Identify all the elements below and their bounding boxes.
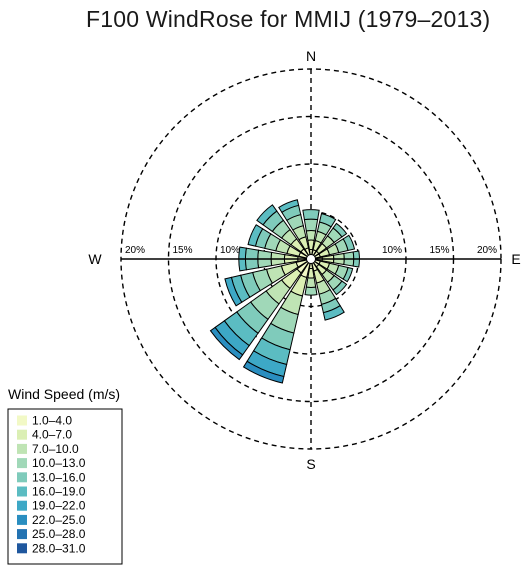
petal-segment-s-3	[304, 286, 318, 296]
petal-segment-wsw-6	[224, 276, 243, 307]
center-hub	[306, 254, 316, 264]
legend-swatch	[17, 429, 27, 440]
petal-segment-n-3	[303, 218, 319, 232]
compass-label-s: S	[306, 456, 315, 472]
radial-tick-label: 10%	[382, 245, 402, 256]
radial-tick-label: 15%	[429, 245, 449, 256]
legend-swatch	[17, 500, 27, 511]
petal-segment-wnw-5	[247, 224, 264, 247]
radial-tick-label: 15%	[173, 245, 193, 256]
radial-tick-label: 10%	[220, 245, 240, 256]
legend-label: 25.0–28.0	[32, 527, 86, 541]
legend-label: 10.0–13.0	[32, 456, 86, 470]
legend-label: 22.0–25.0	[32, 513, 86, 527]
legend-swatch	[17, 529, 27, 540]
compass-label-n: N	[306, 48, 316, 64]
petal-segment-s-2	[305, 277, 317, 288]
petal-segment-ne-4	[332, 222, 348, 238]
legend-label: 16.0–19.0	[32, 485, 86, 499]
legend: Wind Speed (m/s) 1.0–4.04.0–7.07.0–10.010…	[7, 386, 123, 565]
petal-segment-n-2	[305, 230, 317, 241]
legend-label: 4.0–7.0	[32, 428, 72, 442]
compass-label-e: E	[511, 251, 520, 267]
legend-label: 28.0–31.0	[32, 541, 86, 555]
legend-swatch	[17, 458, 27, 469]
legend-swatch	[17, 443, 27, 454]
petal-segment-nw-5	[256, 204, 278, 226]
petal-segment-sw-7	[209, 326, 244, 361]
radial-tick-label: 20%	[477, 245, 497, 256]
legend-label: 19.0–22.0	[32, 499, 86, 513]
legend-swatch	[17, 415, 27, 426]
radial-tick-labels: 10% 10% 15% 15% 20% 20%	[125, 245, 497, 256]
petal-segment-ene-4	[342, 234, 356, 252]
petal-segment-ese-4	[342, 266, 354, 283]
compass-label-w: W	[88, 251, 102, 267]
legend-swatch	[17, 472, 27, 483]
legend-title: Wind Speed (m/s)	[8, 386, 120, 402]
legend-label: 13.0–16.0	[32, 470, 86, 484]
petal-segment-sse-5	[322, 305, 345, 321]
legend-swatch	[17, 543, 27, 554]
petal-segment-nnw-5	[278, 199, 300, 213]
legend-label: 1.0–4.0	[32, 414, 72, 428]
legend-swatch	[17, 514, 27, 525]
petal-segment-ssw-7	[242, 360, 285, 384]
petal-segment-nne-4	[318, 213, 337, 228]
legend-label: 7.0–10.0	[32, 442, 79, 456]
legend-swatch	[17, 486, 27, 497]
petals	[209, 199, 360, 384]
radial-tick-label: 20%	[125, 245, 145, 256]
petal-segment-se-4	[332, 280, 348, 296]
chart-title: F100 WindRose for MMIJ (1979–2013)	[86, 6, 491, 32]
petal-segment-n-4	[302, 209, 320, 221]
